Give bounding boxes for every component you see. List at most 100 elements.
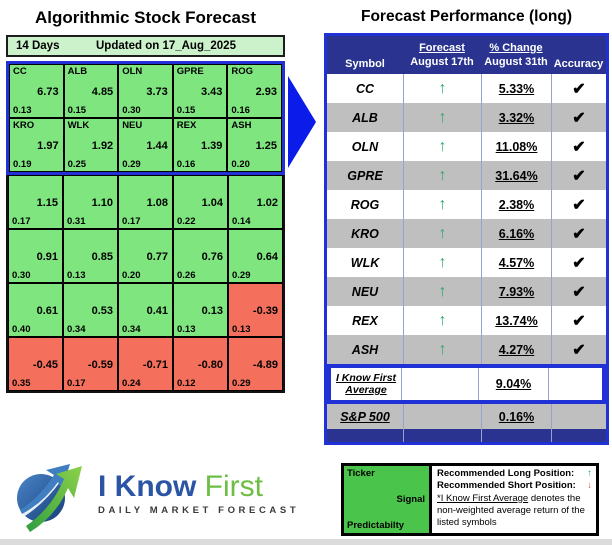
- symbol-label: NEU: [351, 284, 379, 299]
- heatmap-cell: 1.02 0.14: [228, 175, 283, 229]
- flow-arrow-icon: [288, 76, 316, 168]
- signal-value: 0.41: [146, 305, 168, 317]
- change-value: 3.32%: [498, 110, 535, 125]
- predictability-value: 0.16: [176, 159, 196, 170]
- heatmap-cell: 0.64 0.29: [228, 229, 283, 283]
- signal-value: 1.39: [200, 140, 223, 152]
- signal-value: 0.91: [36, 251, 58, 263]
- forecast-up-arrow-icon: ↑: [438, 79, 447, 97]
- period-bar: 14 Days Updated on 17_Aug_2025: [6, 35, 285, 57]
- signal-value: 3.43: [200, 86, 223, 98]
- signal-value: -0.39: [252, 305, 278, 317]
- performance-row-ALB: ALB ↑ 3.32% ✔: [327, 103, 606, 132]
- heatmap-cell-ASH: ASH 1.25 0.20: [227, 118, 282, 172]
- logo-word-first: First: [204, 470, 263, 503]
- legend-predictability-label: Predictabilty: [347, 520, 405, 531]
- column-header-forecast: Forecast August 17th: [410, 42, 474, 68]
- symbol-label: GPRE: [347, 168, 383, 183]
- predictability-value: 0.22: [177, 216, 196, 227]
- forecast-up-arrow-icon: ↑: [438, 311, 447, 329]
- forecast-up-arrow-icon: ↑: [438, 137, 447, 155]
- predictability-value: 0.13: [232, 324, 251, 335]
- signal-value: -0.71: [142, 359, 168, 371]
- signal-value: 4.85: [91, 86, 114, 98]
- column-header-symbol: Symbol: [345, 58, 385, 70]
- accuracy-check-icon: ✔: [572, 341, 586, 359]
- signal-value: 0.77: [146, 251, 168, 263]
- up-arrow-icon: ↑: [587, 468, 592, 479]
- change-value: 11.08%: [495, 139, 538, 154]
- predictability-value: 0.15: [176, 105, 196, 116]
- legend-description: Recommended Long Position: ↑ Recommended…: [432, 466, 596, 533]
- heatmap-cell: -0.39 0.13: [228, 283, 283, 337]
- symbol-label: REX: [352, 313, 378, 328]
- performance-row-ROG: ROG ↑ 2.38% ✔: [327, 190, 606, 219]
- predictability-value: 0.19: [13, 159, 32, 170]
- benchmark-accuracy-cell: [551, 404, 606, 429]
- forecast-up-arrow-icon: ↑: [438, 282, 447, 300]
- predictability-value: 0.30: [12, 270, 31, 281]
- heatmap-cell-ROG: ROG 2.93 0.16: [227, 64, 282, 118]
- signal-value: 1.44: [146, 140, 168, 152]
- heatmap-cell: 0.91 0.30: [8, 229, 63, 283]
- performance-row-OLN: OLN ↑ 11.08% ✔: [327, 132, 606, 161]
- heatmap-cell: 0.13 0.13: [173, 283, 228, 337]
- signal-value: 1.10: [91, 197, 113, 209]
- change-value: 6.16%: [498, 226, 535, 241]
- predictability-value: 0.29: [232, 378, 251, 389]
- signal-value: -0.45: [32, 359, 58, 371]
- ticker-label: REX: [176, 120, 197, 131]
- iknowfirst-logo-mark: [17, 464, 82, 532]
- average-forecast-cell: [401, 368, 478, 400]
- heatmap-cell-ALB: ALB 4.85 0.15: [63, 64, 119, 118]
- predictability-value: 0.29: [122, 159, 141, 170]
- heatmap-cell: 0.53 0.34: [63, 283, 118, 337]
- forecast-up-arrow-icon: ↑: [438, 195, 447, 213]
- average-accuracy-cell: [548, 368, 602, 400]
- predictability-value: 0.20: [231, 159, 250, 170]
- performance-title: Forecast Performance (long): [360, 8, 573, 25]
- signal-value: 1.08: [146, 197, 168, 209]
- signal-value: 3.73: [146, 86, 168, 98]
- symbol-label: ALB: [352, 110, 378, 125]
- signal-value: 0.61: [36, 305, 58, 317]
- change-value: 4.27%: [498, 342, 535, 357]
- forecast-up-arrow-icon: ↑: [438, 340, 447, 358]
- accuracy-check-icon: ✔: [572, 196, 586, 214]
- ticker-label: CC: [13, 66, 27, 77]
- heatmap-cell: -0.59 0.17: [63, 337, 118, 391]
- signal-value: -0.80: [197, 359, 223, 371]
- signal-value: 0.13: [201, 305, 223, 317]
- heatmap-cell-CC: CC 6.73 0.13: [9, 64, 64, 118]
- predictability-value: 0.31: [67, 216, 86, 227]
- performance-panel: Forecast Performance (long) Symbol Forec…: [324, 6, 609, 445]
- bottom-edge-strip: [0, 539, 612, 545]
- heatmap-cell-NEU: NEU 1.44 0.29: [118, 118, 173, 172]
- forecast-period: 14 Days: [16, 40, 60, 52]
- heatmap-cell: 1.15 0.17: [8, 175, 63, 229]
- heatmap-cell: 0.77 0.20: [118, 229, 173, 283]
- legend-ticker-label: Ticker: [347, 468, 375, 479]
- accuracy-check-icon: ✔: [572, 138, 586, 156]
- heatmap-cell: 0.61 0.40: [8, 283, 63, 337]
- predictability-value: 0.13: [13, 105, 32, 116]
- accuracy-check-icon: ✔: [572, 80, 586, 98]
- symbol-label: ROG: [350, 197, 380, 212]
- change-value: 7.93%: [498, 284, 535, 299]
- signal-value: 0.53: [91, 305, 113, 317]
- signal-value: 1.97: [37, 140, 59, 152]
- performance-row-ASH: ASH ↑ 4.27% ✔: [327, 335, 606, 364]
- heatmap-row: -0.45 0.35 -0.59 0.17 -0.71 0.24 -0.80 0.12 -4.8…: [8, 337, 283, 391]
- predictability-value: 0.26: [177, 270, 196, 281]
- signal-value: 0.64: [256, 251, 278, 263]
- predictability-value: 0.25: [67, 159, 87, 170]
- heatmap-cell-GPRE: GPRE 3.43 0.15: [172, 64, 228, 118]
- predictability-value: 0.40: [12, 324, 31, 335]
- predictability-value: 0.15: [67, 105, 87, 116]
- benchmark-row: S&P 500 0.16%: [327, 404, 606, 429]
- signal-value: 0.85: [91, 251, 113, 263]
- performance-row-KRO: KRO ↑ 6.16% ✔: [327, 219, 606, 248]
- predictability-value: 0.17: [122, 216, 141, 227]
- predictability-value: 0.34: [122, 324, 141, 335]
- legend-cell-key: Ticker Signal Predictabilty: [344, 466, 432, 533]
